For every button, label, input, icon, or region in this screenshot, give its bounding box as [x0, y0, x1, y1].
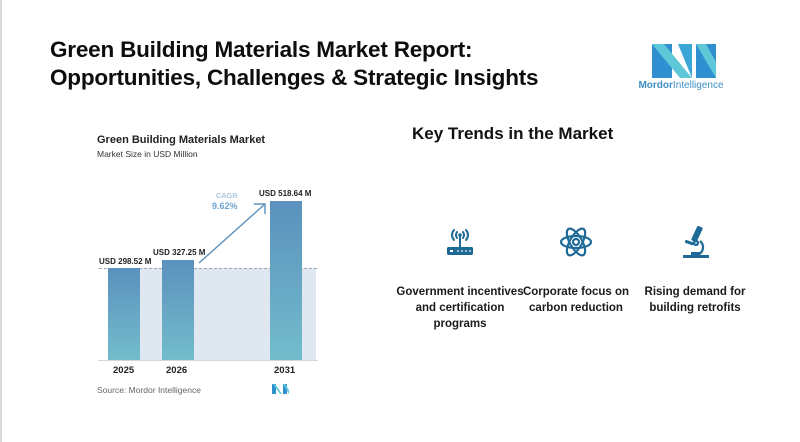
atom-icon [559, 227, 593, 257]
mini-logo-icon [272, 384, 289, 394]
reference-dashed-line [99, 268, 317, 269]
trend-item-government-incentives: Government incentives and certification … [395, 224, 525, 332]
page-title-line-1: Green Building Materials Market Report: [50, 37, 473, 62]
trend-item-carbon-reduction: Corporate focus on carbon reduction [511, 224, 641, 316]
x-tick-2031: 2031 [274, 365, 296, 376]
bar-label-2031: USD 518.64 M [259, 189, 312, 198]
logo-wordmark: MordorIntelligence [616, 80, 746, 91]
bar-label-2026: USD 327.25 M [153, 248, 206, 257]
microscope-icon [683, 225, 709, 258]
bar-2031 [270, 201, 302, 360]
x-tick-2026: 2026 [166, 365, 188, 376]
key-trends-title: Key Trends in the Market [412, 124, 614, 143]
logo-brand-light: Intelligence [672, 80, 724, 91]
logo-brand-bold: Mordor [638, 80, 673, 91]
trend-label: Government incentives and certification … [396, 286, 524, 330]
page-title: Green Building Materials Market Report: … [50, 36, 539, 92]
bar-label-2025: USD 298.52 M [99, 257, 152, 266]
chart-subtitle: Market Size in USD Million [97, 149, 198, 159]
x-axis-line [98, 360, 318, 361]
bar-2026 [162, 260, 194, 360]
bar-2025 [108, 268, 140, 360]
trend-item-building-retrofits: Rising demand for building retrofits [630, 224, 760, 316]
antenna-router-icon [447, 229, 473, 255]
chart-source: Source: Mordor Intelligence [97, 385, 201, 395]
cagr-arrow-icon [198, 203, 266, 264]
cagr-label: CAGR [216, 191, 238, 200]
x-tick-2025: 2025 [113, 365, 135, 376]
page-title-line-2: Opportunities, Challenges & Strategic In… [50, 65, 539, 90]
page-left-border [0, 0, 2, 442]
chart-title: Green Building Materials Market [97, 134, 266, 146]
trend-label: Rising demand for building retrofits [644, 286, 746, 314]
mordor-intelligence-logo-icon [652, 44, 716, 78]
trend-label: Corporate focus on carbon reduction [522, 286, 630, 314]
cagr-value: 9.62% [212, 201, 238, 211]
